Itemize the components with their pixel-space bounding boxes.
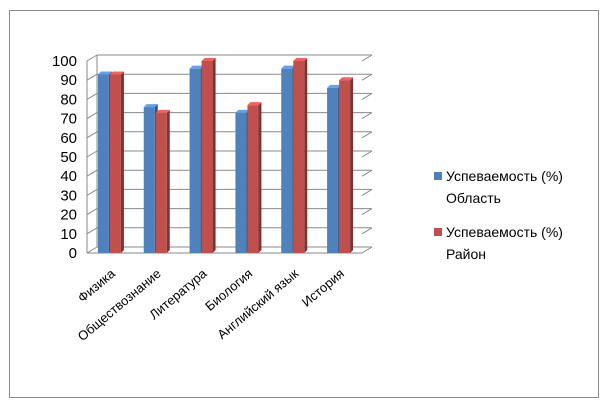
gridline-depth	[86, 169, 98, 177]
legend: Успеваемость (%) Область Успеваемость (%) Р…	[434, 168, 563, 262]
bar	[327, 87, 339, 253]
gridline-depth	[86, 208, 98, 216]
y-tick-label: 70	[60, 111, 77, 128]
bar	[155, 112, 167, 253]
gridline-depth-right	[361, 227, 373, 235]
grid-lines	[86, 54, 373, 254]
gridline-depth	[86, 227, 98, 235]
bar-top	[327, 84, 342, 88]
bar-top	[201, 58, 216, 61]
bar-side	[212, 58, 216, 253]
x-tick-label: История	[299, 266, 347, 310]
legend-swatch	[434, 172, 442, 180]
category-labels: ФизикаОбществознаниеЛитератураБиологияАн…	[75, 265, 347, 344]
bar-top	[155, 109, 170, 113]
bar	[201, 61, 213, 253]
bar	[339, 80, 351, 253]
x-tick-label: Английский язык	[214, 266, 301, 342]
bar-top	[293, 58, 308, 61]
bar	[109, 74, 121, 253]
bar	[293, 61, 305, 253]
x-tick-label: Обществознание	[75, 266, 164, 344]
gridline-depth-right	[361, 246, 373, 254]
bar-side	[304, 58, 308, 253]
y-tick-label: 30	[60, 187, 77, 204]
bars	[97, 58, 354, 254]
y-tick-label: 60	[60, 130, 77, 147]
bar-top	[109, 71, 124, 75]
axes	[86, 55, 362, 254]
bar-top	[339, 77, 354, 81]
gridline-depth	[86, 131, 98, 139]
gridline-depth-right	[361, 150, 373, 158]
y-tick-label: 50	[60, 149, 77, 166]
bar	[189, 68, 201, 254]
y-tick-label: 90	[60, 72, 77, 89]
legend-label: Область	[446, 190, 501, 206]
x-tick-label: Физика	[75, 265, 119, 305]
legend-label: Район	[446, 246, 486, 262]
gridline-depth	[86, 150, 98, 158]
y-tick-label: 40	[60, 168, 77, 185]
bar-side	[258, 102, 262, 253]
y-tick-label: 0	[69, 245, 77, 262]
bar-top	[235, 109, 250, 113]
legend-label: Успеваемость (%)	[446, 168, 563, 184]
y-tick-label: 100	[52, 53, 77, 70]
y-tick-label: 20	[60, 207, 77, 224]
bar	[281, 68, 293, 254]
y-tick-label: 10	[60, 226, 77, 243]
gridline-depth-right	[361, 112, 373, 120]
gridline-depth	[86, 92, 98, 100]
bar	[247, 105, 259, 253]
legend-swatch	[434, 228, 442, 236]
y-tick-label: 80	[60, 91, 77, 108]
bar	[97, 74, 109, 253]
gridline-depth	[86, 73, 98, 81]
bar-side	[120, 71, 124, 253]
gridline-depth-right	[361, 188, 373, 196]
bar-top	[247, 102, 262, 106]
gridline-depth-right	[361, 131, 373, 139]
bar	[143, 107, 155, 253]
y-tick-labels: 0 10 20 30 40 50 60 70 80 90 100	[52, 53, 77, 262]
legend-label: Успеваемость (%)	[446, 224, 563, 240]
gridline-depth-right	[361, 169, 373, 177]
bar	[235, 112, 247, 253]
gridline-depth-right	[361, 208, 373, 216]
gridline-depth	[86, 246, 98, 254]
bar-side	[166, 109, 170, 253]
gridline-depth	[86, 188, 98, 196]
bar-top	[97, 71, 112, 75]
gridline-depth-right	[361, 73, 373, 81]
gridline-depth-right	[361, 92, 373, 100]
gridline-depth	[86, 54, 98, 62]
bar-top	[281, 65, 296, 69]
bar-top	[189, 65, 204, 69]
bar-top	[143, 104, 158, 108]
gridline-depth	[86, 112, 98, 120]
gridline-depth-right	[361, 54, 373, 62]
bar-side	[350, 77, 354, 253]
